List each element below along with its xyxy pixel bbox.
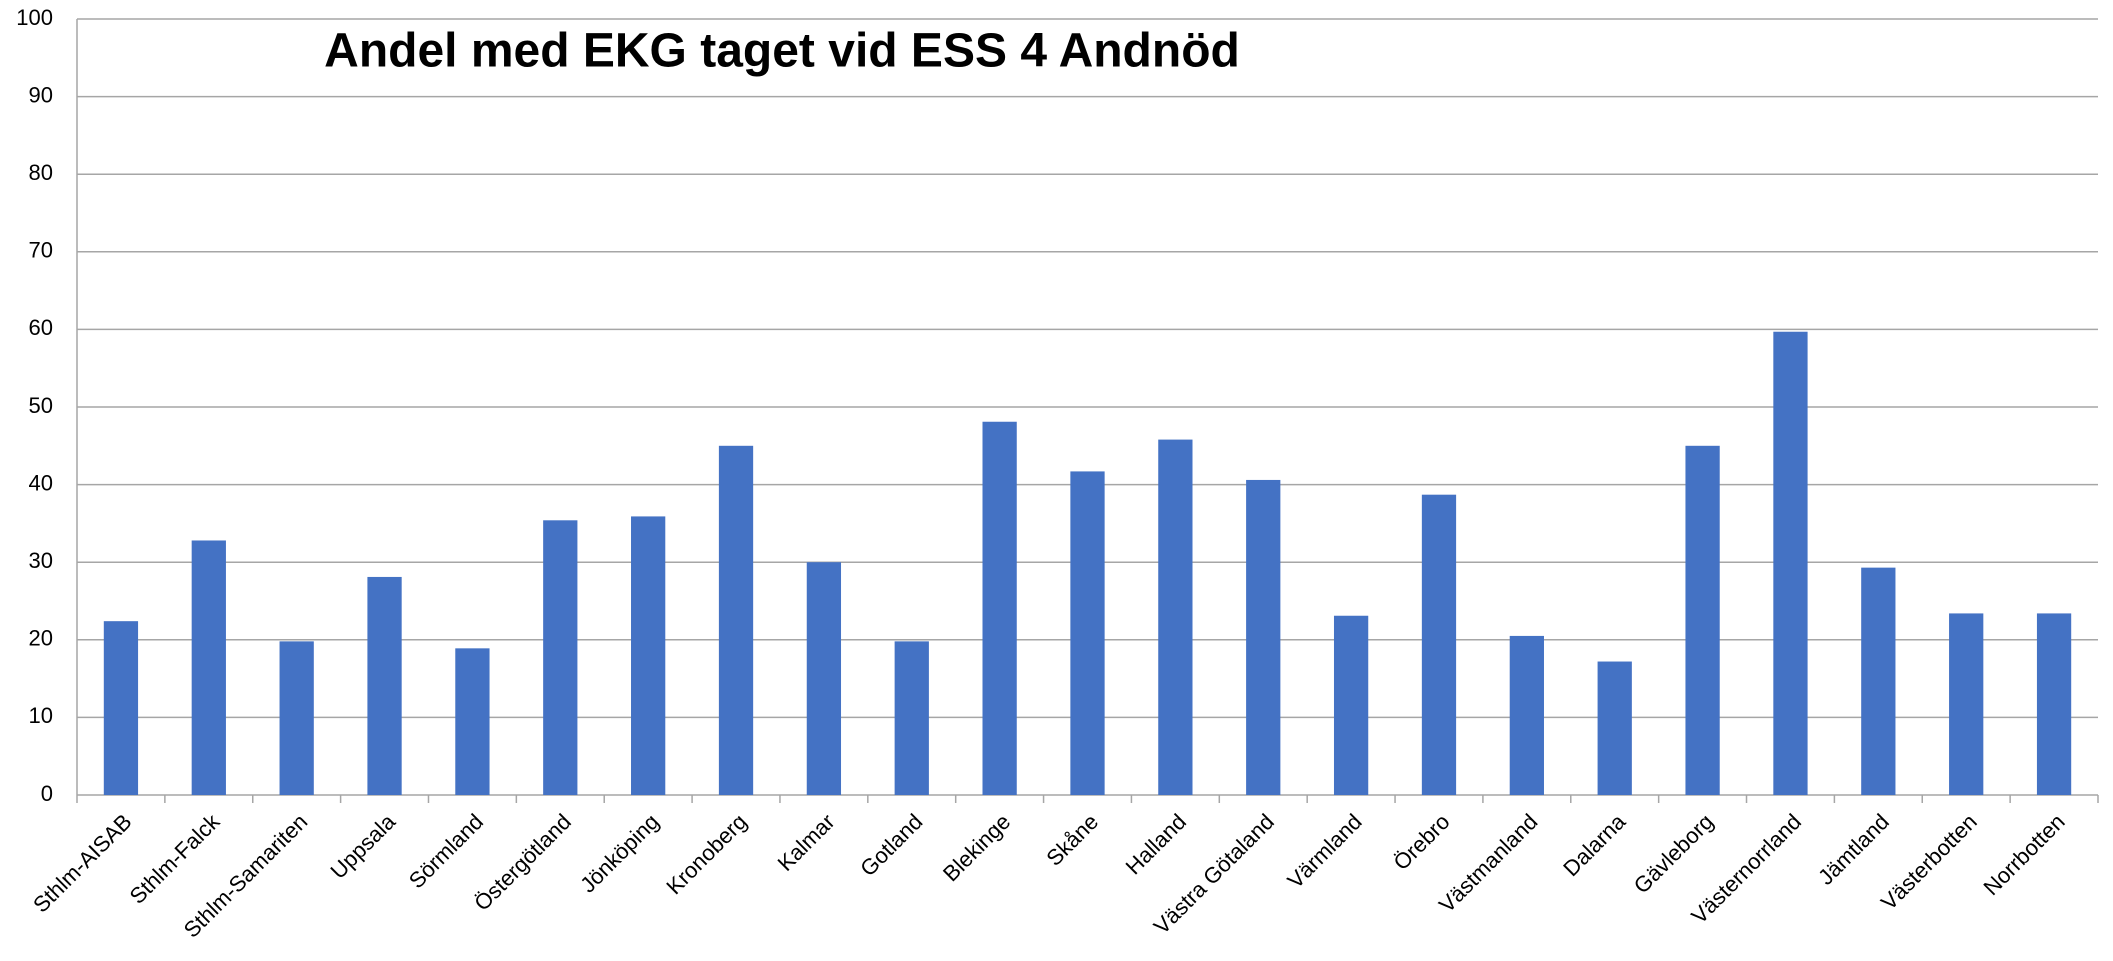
y-tick-label: 40 bbox=[29, 470, 53, 495]
x-tick-label: Skåne bbox=[1041, 809, 1103, 871]
chart-title: Andel med EKG taget vid ESS 4 Andnöd bbox=[324, 25, 1240, 78]
x-tick-label: Dalarna bbox=[1558, 808, 1631, 881]
x-tick-label: Gävleborg bbox=[1629, 809, 1718, 898]
x-tick-label: Halland bbox=[1121, 809, 1191, 879]
y-tick-label: 80 bbox=[29, 160, 53, 185]
y-tick-label: 30 bbox=[29, 548, 53, 573]
bar bbox=[1070, 471, 1105, 795]
bar bbox=[191, 540, 226, 795]
x-tick-label: Örebro bbox=[1389, 809, 1455, 875]
bar bbox=[631, 516, 666, 795]
y-tick-label: 100 bbox=[16, 5, 53, 30]
bar bbox=[1773, 331, 1808, 795]
x-tick-label: Sthlm-AISAB bbox=[28, 809, 136, 917]
bar bbox=[982, 421, 1017, 795]
y-tick-label: 90 bbox=[29, 82, 53, 107]
y-tick-label: 10 bbox=[29, 703, 53, 728]
x-tick-label: Jönköping bbox=[575, 809, 664, 898]
x-tick-label: Blekinge bbox=[938, 809, 1015, 886]
x-tick-label: Kronoberg bbox=[661, 809, 751, 899]
x-tick-label: Jämtland bbox=[1813, 809, 1894, 890]
y-tick-label: 20 bbox=[29, 626, 53, 651]
bar bbox=[367, 576, 402, 795]
bar bbox=[1158, 439, 1193, 795]
x-tick-label: Värmland bbox=[1282, 809, 1366, 893]
bar bbox=[894, 641, 929, 795]
bar bbox=[455, 648, 490, 795]
bar bbox=[279, 641, 314, 795]
bar bbox=[1685, 445, 1720, 795]
bar bbox=[2036, 613, 2072, 795]
bar bbox=[806, 562, 842, 795]
bar bbox=[1333, 615, 1369, 795]
x-tick-label: Kalmar bbox=[773, 809, 840, 876]
bar bbox=[1597, 661, 1632, 795]
bar bbox=[543, 520, 578, 795]
x-tick-label: Sörmland bbox=[404, 809, 488, 893]
bar bbox=[103, 621, 139, 795]
y-tick-label: 60 bbox=[29, 315, 53, 340]
bar bbox=[1861, 567, 1896, 795]
x-tick-label: Norrbotten bbox=[1979, 809, 2070, 900]
x-tick-label: Uppsala bbox=[325, 808, 400, 883]
bar bbox=[1949, 613, 1984, 795]
y-tick-label: 50 bbox=[29, 393, 53, 418]
bar bbox=[1509, 635, 1544, 795]
x-tick-label: Gotland bbox=[855, 809, 927, 881]
bar bbox=[1246, 479, 1281, 795]
y-tick-label: 0 bbox=[41, 781, 53, 806]
y-tick-label: 70 bbox=[29, 238, 53, 263]
bar bbox=[718, 445, 754, 795]
bar bbox=[1421, 494, 1457, 795]
